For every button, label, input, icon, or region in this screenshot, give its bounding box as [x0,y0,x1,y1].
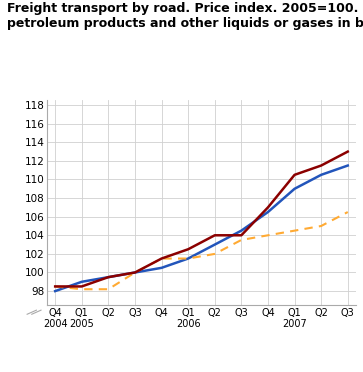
Other liquids or
gases in bulk [79,284,84,289]
Other liquids or
gases in bulk [186,247,190,251]
Other liquids or
gases in bulk [133,270,137,275]
Other liquids or
gases in bulk [159,256,164,261]
Main index [266,210,270,214]
Main index [213,243,217,247]
Line: Main index: Main index [55,166,348,291]
Other liquids or
gases in bulk [266,205,270,210]
Main index [239,228,244,233]
Other liquids or
gases in bulk [319,163,323,168]
Main index [53,289,57,294]
Other liquids or
gases in bulk [53,284,57,289]
Petroleum
products [266,233,270,238]
Petroleum
products [53,284,57,289]
Main index [346,163,350,168]
Line: Petroleum
products: Petroleum products [55,212,348,289]
Text: Freight transport by road. Price index. 2005=100. Main index,
petroleum products: Freight transport by road. Price index. … [7,2,363,30]
Petroleum
products [133,270,137,275]
Main index [319,173,323,177]
Main index [79,280,84,284]
Petroleum
products [239,238,244,242]
Main index [133,270,137,275]
Other liquids or
gases in bulk [346,150,350,154]
Petroleum
products [292,228,297,233]
Main index [106,275,111,279]
Petroleum
products [79,287,84,292]
Other liquids or
gases in bulk [239,233,244,238]
Other liquids or
gases in bulk [106,275,111,279]
Petroleum
products [186,256,190,261]
Main index [159,266,164,270]
Other liquids or
gases in bulk [213,233,217,238]
Petroleum
products [106,287,111,292]
Line: Other liquids or
gases in bulk: Other liquids or gases in bulk [55,152,348,286]
Main index [292,187,297,191]
Other liquids or
gases in bulk [292,173,297,177]
Main index [186,256,190,261]
Petroleum
products [346,210,350,214]
Petroleum
products [213,252,217,256]
Petroleum
products [159,256,164,261]
Petroleum
products [319,224,323,228]
